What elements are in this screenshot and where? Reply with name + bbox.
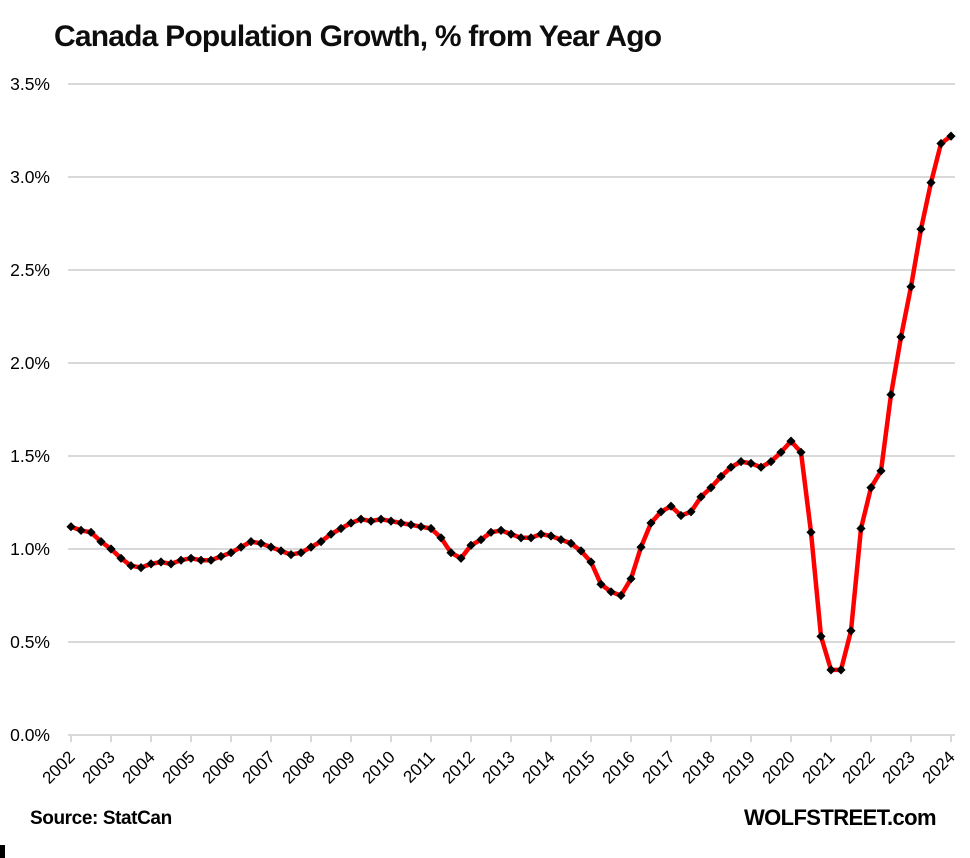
line-chart: 0.0% 0.5% 1.0% 1.5% 2.0% 2.5% 3.0% 3.5% 2002 2003… xyxy=(10,74,959,788)
x-tick-label: 2004 xyxy=(119,747,159,787)
source-note: Source: StatCan xyxy=(30,808,172,829)
data-point-markers xyxy=(66,131,956,675)
x-tick-label: 2009 xyxy=(319,747,359,787)
x-tick-label: 2019 xyxy=(719,747,759,787)
x-tick-label: 2013 xyxy=(479,747,519,787)
x-tick-label: 2003 xyxy=(79,747,119,787)
y-tick-label: 1.5% xyxy=(10,446,50,466)
y-tick-label: 3.0% xyxy=(10,167,50,187)
x-tick-label: 2011 xyxy=(400,747,439,786)
y-tick-label: 3.5% xyxy=(10,74,50,94)
y-tick-label: 0.5% xyxy=(10,632,50,652)
x-tick-label: 2008 xyxy=(279,747,319,787)
x-tick-label: 2014 xyxy=(519,747,559,787)
x-tick-label: 2021 xyxy=(799,747,839,787)
series-line xyxy=(68,133,954,673)
x-tick-label: 2006 xyxy=(199,747,239,787)
x-tick-label: 2018 xyxy=(679,747,719,787)
x-tick-label: 2007 xyxy=(239,747,279,787)
x-tick-label: 2022 xyxy=(839,747,879,787)
x-tick-label: 2017 xyxy=(639,747,679,787)
x-tick-label: 2023 xyxy=(879,747,919,787)
x-tick-label: 2010 xyxy=(359,747,399,787)
y-tick-label: 1.0% xyxy=(10,539,50,559)
y-tick-label: 2.5% xyxy=(10,260,50,280)
y-tick-label: 0.0% xyxy=(10,725,50,745)
chart-title: Canada Population Growth, % from Year Ag… xyxy=(54,20,662,53)
x-tick-label: 2005 xyxy=(159,747,199,787)
brand-note: WOLFSTREET.com xyxy=(743,805,937,830)
x-tick-label: 2020 xyxy=(759,747,799,787)
y-tick-label: 2.0% xyxy=(10,353,50,373)
x-tick-label: 2012 xyxy=(439,747,479,787)
x-tick-label: 2016 xyxy=(599,747,639,787)
screenshot-artifact xyxy=(0,845,5,858)
x-tick-label: 2002 xyxy=(39,747,79,787)
x-tick-label: 2015 xyxy=(559,747,599,787)
x-tick-label: 2024 xyxy=(919,747,959,787)
